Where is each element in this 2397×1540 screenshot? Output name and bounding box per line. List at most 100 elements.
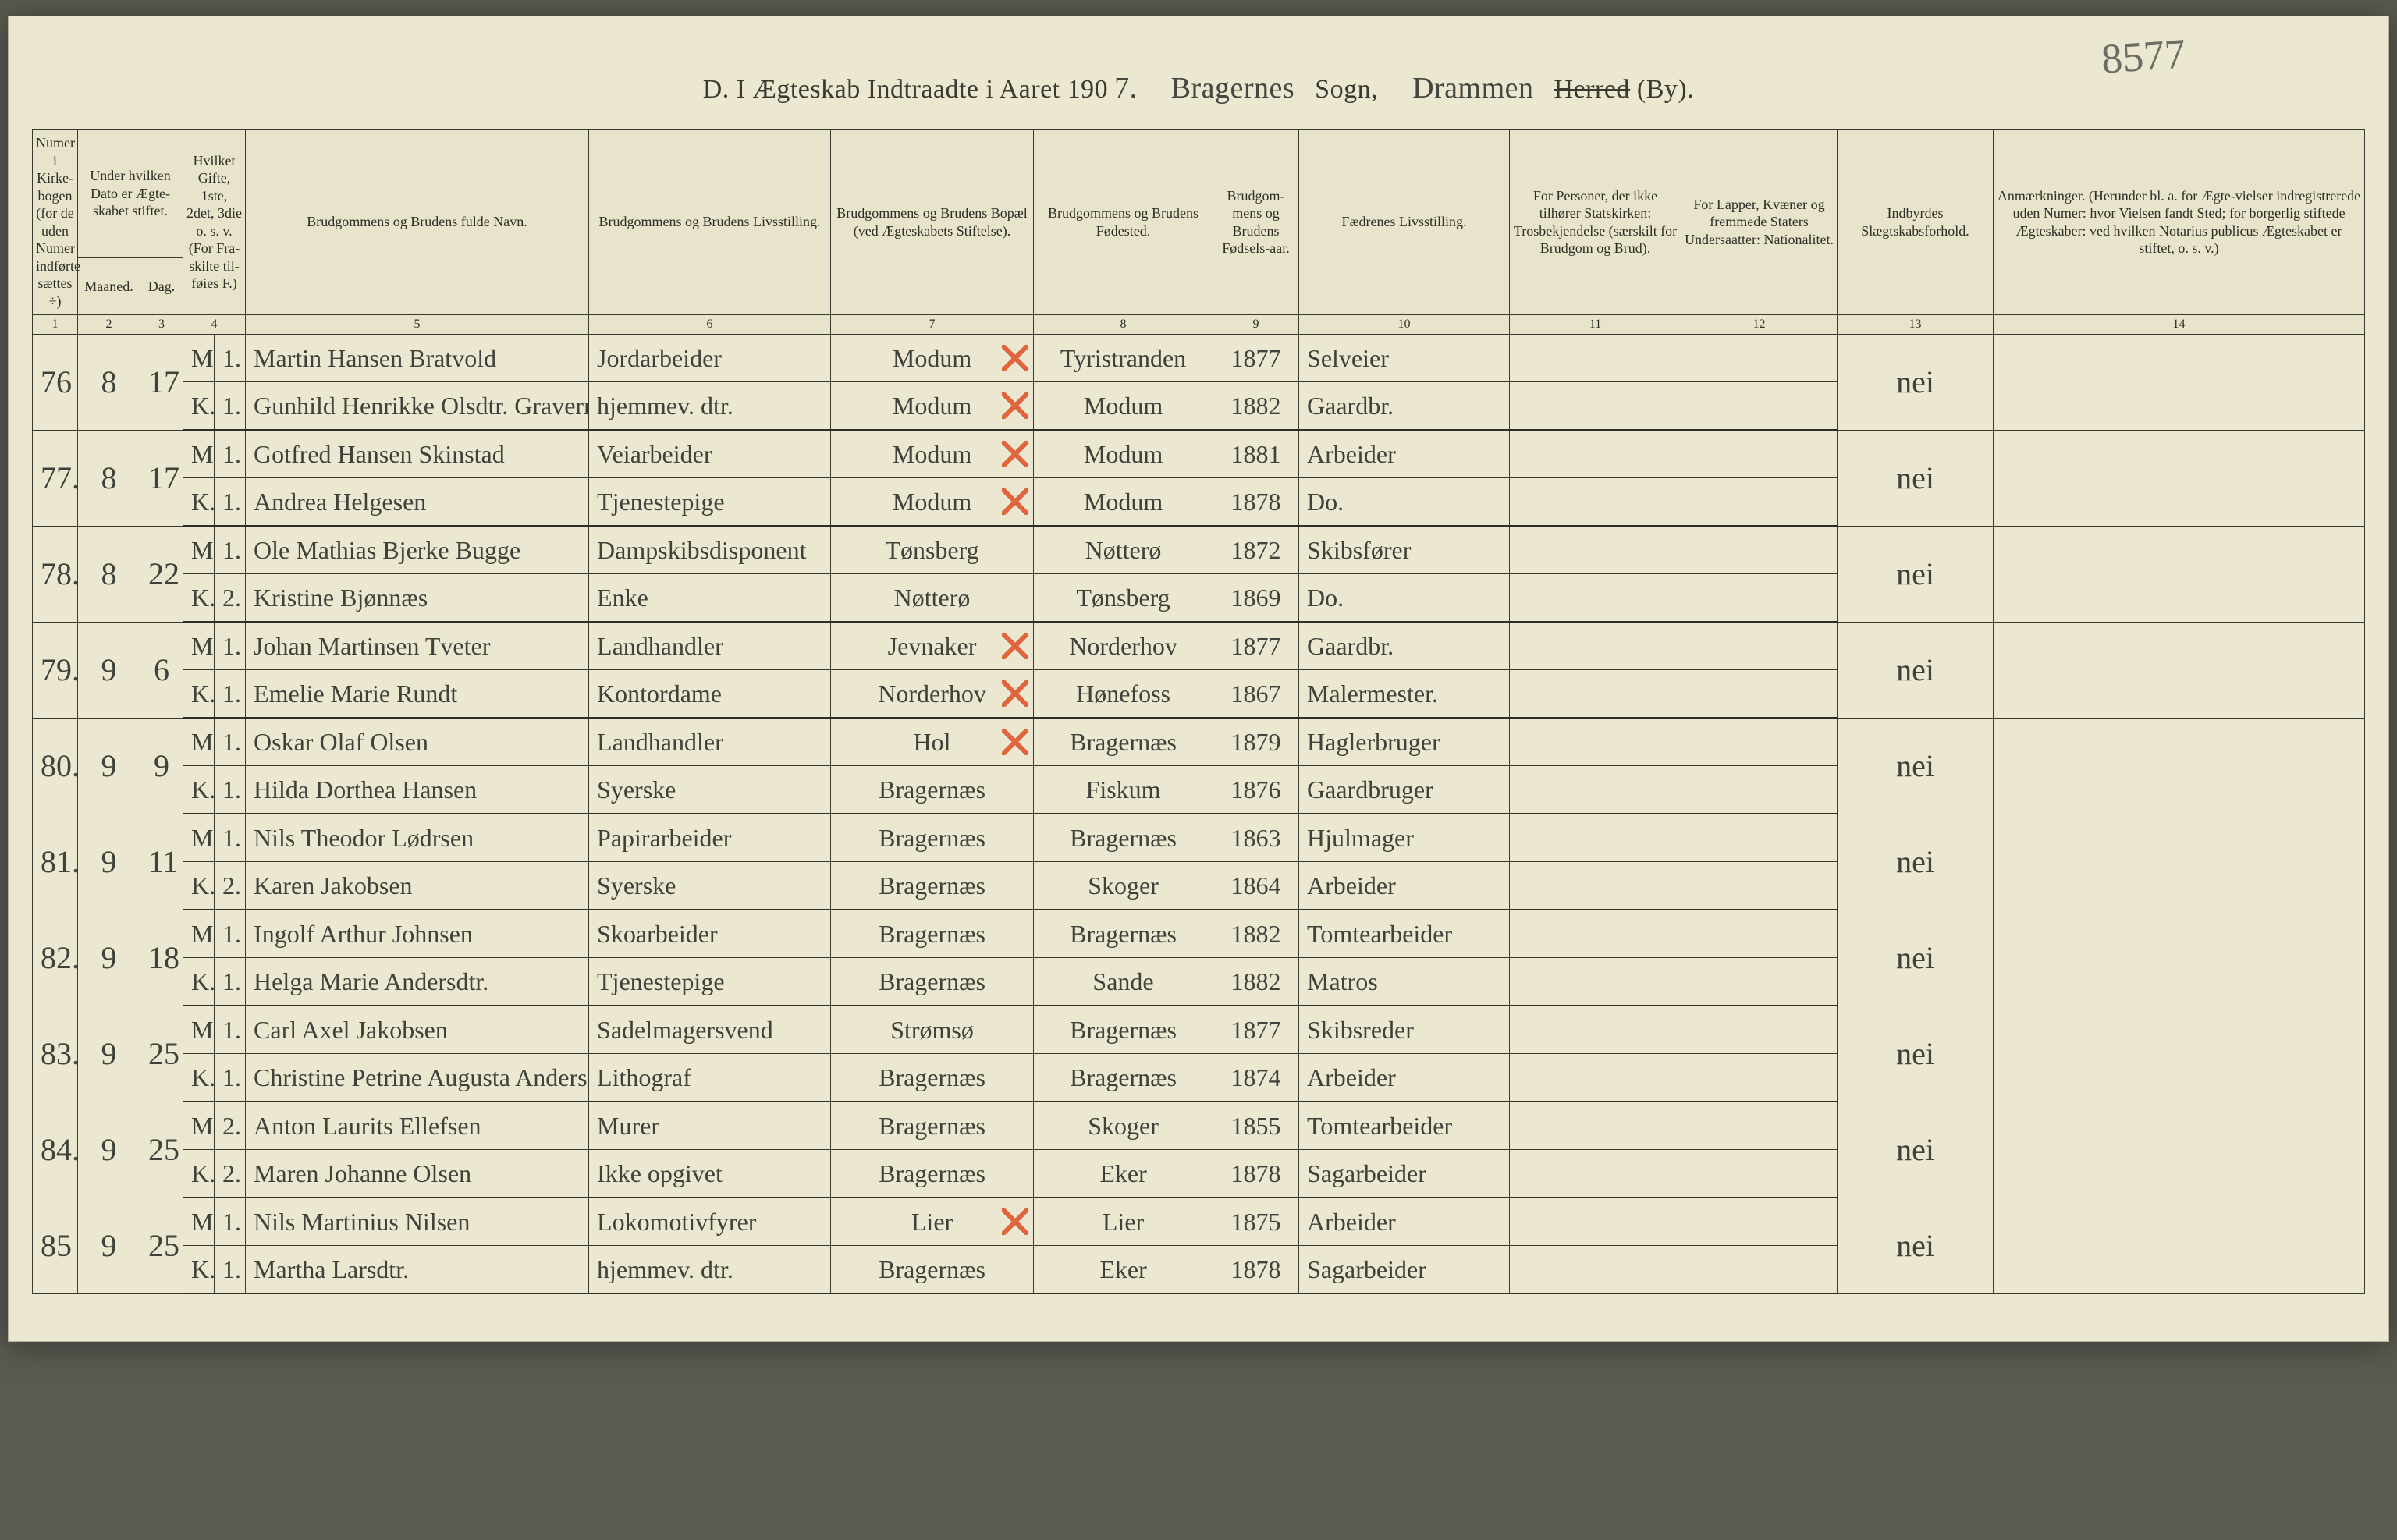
table-row: 79.96M.1.Johan Martinsen TveterLandhandl… [33,622,2365,670]
livsstilling: Landhandler [589,622,831,670]
nationalitet [1681,574,1838,623]
col-number: 8 [1034,315,1213,335]
livsstilling: Tjenestepige [589,958,831,1006]
faedre-stilling: Arbeider [1299,430,1510,478]
entry-month: 9 [78,622,140,718]
fodselsaar: 1881 [1213,430,1299,478]
fodested: Eker [1034,1246,1213,1294]
nationalitet [1681,814,1838,862]
faedre-stilling: Gaardbr. [1299,382,1510,431]
col-header: Brudgommens og Brudens Fødested. [1034,130,1213,315]
livsstilling: Enke [589,574,831,623]
faedre-stilling: Arbeider [1299,1198,1510,1246]
gifte: 1. [215,382,246,431]
bopel: Bragernæs [831,766,1034,814]
bopel: Lier [831,1198,1034,1246]
fodested: Bragernæs [1034,1054,1213,1102]
faedre-stilling: Selveier [1299,335,1510,382]
gifte: 1. [215,1006,246,1054]
fodselsaar: 1878 [1213,478,1299,527]
bopel: Hol [831,718,1034,766]
anmerkninger [1994,718,2365,814]
title-sogn-name: Bragernes [1165,72,1301,105]
livsstilling: hjemmev. dtr. [589,1246,831,1294]
nationalitet [1681,1150,1838,1198]
col-number: 12 [1681,315,1838,335]
trosbekjendelse [1510,622,1681,670]
trosbekjendelse [1510,1198,1681,1246]
gifte: 1. [215,526,246,574]
col-number: 6 [589,315,831,335]
mk-label: M. [183,814,215,862]
full-name: Andrea Helgesen [246,478,589,527]
gifte: 2. [215,862,246,910]
livsstilling: Sadelmagersvend [589,1006,831,1054]
bopel: Bragernæs [831,1246,1034,1294]
nationalitet [1681,1006,1838,1054]
trosbekjendelse [1510,958,1681,1006]
gifte: 1. [215,958,246,1006]
full-name: Ingolf Arthur Johnsen [246,910,589,958]
full-name: Hilda Dorthea Hansen [246,766,589,814]
livsstilling: Kontordame [589,670,831,719]
stamp-number: 8577 [2100,29,2187,83]
trosbekjendelse [1510,526,1681,574]
trosbekjendelse [1510,478,1681,527]
table-row: 76817M.1.Martin Hansen BratvoldJordarbei… [33,335,2365,382]
trosbekjendelse [1510,1006,1681,1054]
trosbekjendelse [1510,335,1681,382]
mk-label: K. [183,478,215,527]
entry-month: 8 [78,430,140,526]
fodested: Skoger [1034,1102,1213,1150]
fodselsaar: 1878 [1213,1246,1299,1294]
entry-month: 9 [78,1006,140,1102]
col-number: 5 [246,315,589,335]
fodested: Norderhov [1034,622,1213,670]
livsstilling: Syerske [589,766,831,814]
col-number: 11 [1510,315,1681,335]
bopel: Bragernæs [831,1150,1034,1198]
faedre-stilling: Do. [1299,478,1510,527]
entry-month: 9 [78,814,140,910]
bopel: Strømsø [831,1006,1034,1054]
entry-day: 17 [140,430,183,526]
slegtskab: nei [1838,526,1994,622]
bopel: Jevnaker [831,622,1034,670]
col-number: 2 [78,315,140,335]
full-name: Nils Theodor Lødrsen [246,814,589,862]
mk-label: K. [183,958,215,1006]
title-by-suffix: (By). [1637,75,1694,104]
anmerkninger [1994,814,2365,910]
bopel: Bragernæs [831,814,1034,862]
col-header: Anmærkninger. (Herunder bl. a. for Ægte-… [1994,130,2365,315]
bopel: Modum [831,335,1034,382]
mk-label: M. [183,1102,215,1150]
entry-number: 83. [33,1006,78,1102]
full-name: Gotfred Hansen Skinstad [246,430,589,478]
col-number: 1 [33,315,78,335]
mk-label: K. [183,862,215,910]
col-header: Numer i Kirke-bogen (for de uden Numer i… [33,130,78,315]
entry-number: 80. [33,718,78,814]
trosbekjendelse [1510,1246,1681,1294]
fodselsaar: 1877 [1213,335,1299,382]
ledger-page: 8577 D. I Ægteskab Indtraadte i Aaret 19… [8,16,2389,1342]
entry-number: 77. [33,430,78,526]
mk-label: M. [183,335,215,382]
gifte: 2. [215,1102,246,1150]
title-sogn-label: Sogn, [1315,75,1378,104]
fodselsaar: 1882 [1213,910,1299,958]
bopel: Nøtterø [831,574,1034,623]
full-name: Nils Martinius Nilsen [246,1198,589,1246]
fodselsaar: 1882 [1213,958,1299,1006]
entry-number: 79. [33,622,78,718]
gifte: 1. [215,814,246,862]
mk-label: M. [183,718,215,766]
full-name: Christine Petrine Augusta Andersen [246,1054,589,1102]
table-row: 83.925M.1.Carl Axel JakobsenSadelmagersv… [33,1006,2365,1054]
full-name: Gunhild Henrikke Olsdtr. Gravermoen [246,382,589,431]
table-row: 82.918M.1.Ingolf Arthur JohnsenSkoarbeid… [33,910,2365,958]
anmerkninger [1994,1006,2365,1102]
entry-day: 25 [140,1006,183,1102]
fodested: Tønsberg [1034,574,1213,623]
